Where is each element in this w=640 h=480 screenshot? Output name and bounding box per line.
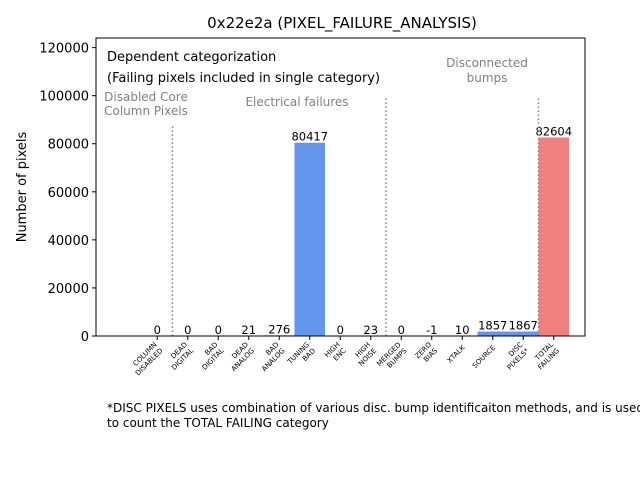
bar-value-label: 0	[398, 323, 405, 337]
group-annotation: Disconnected	[446, 56, 528, 70]
bar-value-label: 10	[455, 323, 470, 337]
bar	[477, 331, 508, 336]
y-tick-label: 0	[81, 330, 89, 345]
y-axis-label: Number of pixels	[15, 131, 30, 242]
group-annotation: Disabled Core	[104, 90, 188, 104]
x-tick-label: TUNINGBAD	[285, 341, 317, 373]
group-annotation: Electrical failures	[245, 95, 348, 109]
x-tick-label: DISCPIXELS*	[500, 340, 531, 371]
bar	[508, 331, 539, 336]
group-annotation: bumps	[467, 71, 508, 85]
x-tick-label-line: XTALK	[446, 343, 467, 364]
bar-value-label: 0	[184, 323, 191, 337]
y-tick-label: 20000	[48, 282, 89, 297]
chart-title: 0x22e2a (PIXEL_FAILURE_ANALYSIS)	[207, 14, 477, 33]
group-annotation: Column Pixels	[104, 104, 188, 118]
x-tick-label: DEADANALOG	[224, 341, 256, 373]
plot-area: 0 0 0 21 276 80417 0 23 0 -1 10 1857 1867 82604 0 20000…	[39, 37, 586, 378]
footnote: *DISC PIXELS uses combination of various…	[107, 401, 640, 430]
bar-value-label: 0	[154, 323, 161, 337]
x-tick-label: BADDIGITAL	[195, 341, 226, 372]
x-tick-label: ZEROBIAS	[414, 340, 440, 366]
y-tick-label: 80000	[48, 138, 89, 153]
bar-value-label: 1867	[509, 319, 538, 333]
x-tick-label: HIGHENC	[323, 341, 347, 365]
x-tick-label: MERGEDBUMPS	[375, 340, 409, 374]
bar-value-label: 1857	[478, 319, 507, 333]
x-tick-label: SOURCE	[471, 344, 497, 370]
x-tick-label: HIGHNOISE	[351, 341, 378, 368]
bar	[294, 142, 325, 336]
bar-value-label: 276	[268, 322, 290, 336]
y-tick-label: 120000	[39, 42, 89, 57]
bar-value-label: 80417	[291, 130, 328, 144]
x-tick-label: BADANALOG	[254, 341, 286, 373]
legend-text: (Failing pixels included in single categ…	[107, 71, 380, 86]
legend-text: Dependent categorization	[107, 50, 276, 65]
y-tick-label: 100000	[39, 90, 89, 105]
bar-value-label: 0	[337, 323, 344, 337]
bar	[538, 137, 569, 336]
bar-value-label: 23	[363, 323, 378, 337]
x-tick-label: COLUMNDISABLED	[128, 341, 165, 378]
bar-value-label: -1	[426, 323, 437, 337]
bar-value-label: 21	[241, 323, 256, 337]
x-tick-label: XTALK	[446, 343, 467, 364]
x-tick-label: TOTALFAILING	[530, 341, 561, 372]
bar-value-label: 0	[215, 323, 222, 337]
y-tick-label: 40000	[48, 234, 89, 249]
x-tick-label: DEADDIGITAL	[164, 341, 195, 372]
y-tick-label: 60000	[48, 186, 89, 201]
x-tick-label-line: SOURCE	[471, 344, 497, 370]
bar-value-label: 82604	[535, 124, 572, 138]
